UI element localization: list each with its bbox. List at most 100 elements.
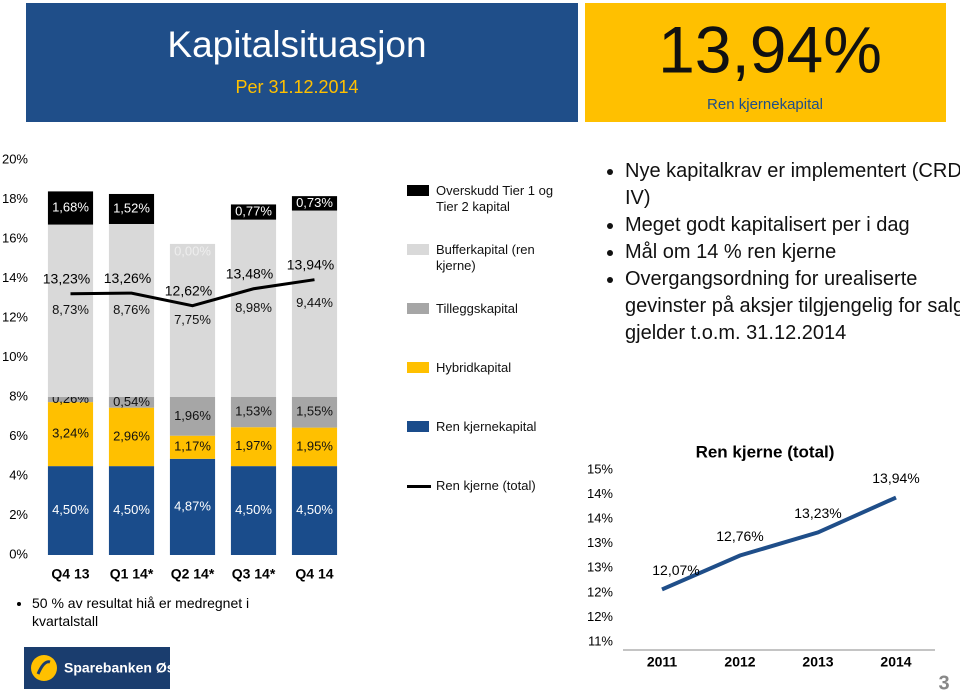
segment-label: 1,95% bbox=[296, 438, 333, 453]
highlight-label: Ren kjernekapital bbox=[707, 96, 823, 113]
bullet: Meget godt kapitalisert per i dag bbox=[625, 212, 960, 239]
y-tick-label: 13% bbox=[587, 560, 613, 575]
legend-swatch bbox=[407, 185, 429, 196]
legend-label: Overskudd Tier 1 og Tier 2 kapital bbox=[436, 183, 554, 214]
x-tick-label: 2012 bbox=[724, 654, 755, 670]
x-tick-label: Q2 14* bbox=[171, 566, 215, 582]
bar-segment bbox=[47, 402, 94, 467]
legend-label: Ren kjernekapital bbox=[436, 419, 537, 434]
segment-label: 0,73% bbox=[296, 195, 333, 210]
legend-item: Overskudd Tier 1 og Tier 2 kapital bbox=[407, 183, 557, 215]
line-label: 13,94% bbox=[287, 256, 334, 272]
bar-segment bbox=[47, 224, 94, 397]
legend-item: Ren kjernekapital bbox=[407, 419, 557, 435]
title: Kapitalsituasjon bbox=[167, 24, 426, 65]
bar-segment bbox=[108, 397, 155, 408]
x-tick-label: Q3 14* bbox=[232, 566, 276, 582]
y-tick-label: 0% bbox=[9, 546, 28, 561]
y-tick-label: 14% bbox=[587, 511, 613, 526]
bar-segment bbox=[230, 219, 277, 397]
x-tick-label: 2014 bbox=[880, 654, 911, 670]
bar-segment bbox=[291, 466, 338, 555]
y-tick-label: 16% bbox=[2, 230, 28, 245]
legend-label: Tilleggskapital bbox=[436, 301, 518, 316]
bar-segment bbox=[169, 458, 216, 555]
logo-swoosh bbox=[36, 660, 51, 675]
segment-label: 4,87% bbox=[174, 498, 211, 513]
point-label: 12,07% bbox=[652, 562, 699, 578]
legend-swatch bbox=[407, 362, 429, 373]
legend-item: Tilleggskapital bbox=[407, 301, 557, 317]
bar-segment bbox=[230, 427, 277, 467]
segment-label: 8,73% bbox=[52, 302, 89, 317]
bar-segment bbox=[169, 397, 216, 436]
x-tick-label: 2013 bbox=[802, 654, 833, 670]
y-tick-label: 10% bbox=[2, 349, 28, 364]
segment-label: 1,96% bbox=[174, 408, 211, 423]
bar-segment bbox=[108, 193, 155, 224]
point-label: 12,76% bbox=[716, 528, 763, 544]
bar-segment bbox=[230, 466, 277, 555]
header-box bbox=[26, 3, 578, 122]
highlight-value: 13,94% bbox=[658, 12, 882, 86]
x-tick-label: Q4 14 bbox=[295, 566, 333, 582]
page-number: 3 bbox=[938, 672, 949, 694]
bullet: Mål om 14 % ren kjerne bbox=[625, 239, 960, 266]
segment-label: 4,50% bbox=[235, 502, 272, 517]
bar-segment bbox=[230, 204, 277, 220]
bar-segment bbox=[47, 466, 94, 555]
line-label: 12,62% bbox=[165, 282, 212, 298]
bullet-list: Nye kapitalkrav er implementert (CRD IV)… bbox=[603, 158, 960, 347]
x-tick-label: Q1 14* bbox=[110, 566, 154, 582]
segment-label: 4,50% bbox=[113, 502, 150, 517]
y-tick-label: 2% bbox=[9, 507, 28, 522]
highlight-box bbox=[585, 3, 946, 122]
legend-item: Bufferkapital (ren kjerne) bbox=[407, 242, 557, 274]
bullet: Nye kapitalkrav er implementert (CRD IV) bbox=[625, 158, 960, 212]
segment-label: 0,54% bbox=[113, 394, 150, 409]
legend-item: Hybridkapital bbox=[407, 360, 557, 376]
segment-label: 4,50% bbox=[52, 502, 89, 517]
segment-label: 1,52% bbox=[113, 200, 150, 215]
bullet: Overgangsordning for urealiserte gevinst… bbox=[625, 266, 960, 347]
x-tick-label: Q4 13 bbox=[51, 566, 89, 582]
segment-label: 1,17% bbox=[174, 439, 211, 454]
bar-segment bbox=[291, 210, 338, 397]
legend-label: Bufferkapital (ren kjerne) bbox=[436, 242, 535, 273]
segment-label: 3,24% bbox=[52, 426, 89, 441]
segment-label: 0,00% bbox=[174, 243, 211, 258]
line-label: 13,23% bbox=[43, 270, 90, 286]
segment-label: 8,98% bbox=[235, 300, 272, 315]
legend-label: Ren kjerne (total) bbox=[436, 478, 536, 493]
y-tick-label: 11% bbox=[588, 633, 613, 648]
y-tick-label: 12% bbox=[2, 309, 28, 324]
legend-swatch bbox=[407, 421, 429, 432]
bar-segment bbox=[47, 397, 94, 403]
segment-label: 2,96% bbox=[113, 428, 150, 443]
legend-swatch bbox=[407, 244, 429, 255]
bar-segment bbox=[108, 223, 155, 397]
segment-label: 7,75% bbox=[174, 312, 211, 327]
y-tick-label: 12% bbox=[587, 609, 613, 624]
y-tick-label: 15% bbox=[587, 461, 613, 476]
segment-label: 1,55% bbox=[296, 404, 333, 419]
y-tick-label: 12% bbox=[587, 584, 613, 599]
x-tick-label: 2011 bbox=[647, 654, 678, 670]
total-line bbox=[70, 278, 315, 308]
segment-label: 1,53% bbox=[235, 404, 272, 419]
legend-label: Hybridkapital bbox=[436, 360, 512, 375]
y-tick-label: 13% bbox=[587, 535, 613, 550]
bar-segment bbox=[47, 191, 94, 225]
y-tick-label: 6% bbox=[9, 428, 28, 443]
bar-segment bbox=[291, 196, 338, 211]
trend-line bbox=[661, 495, 897, 592]
y-tick-label: 18% bbox=[2, 191, 28, 206]
bar-segment bbox=[108, 466, 155, 555]
footnote: 50 % av resultat hiå er medregnet i kvar… bbox=[32, 594, 282, 630]
segment-label: 9,44% bbox=[296, 295, 333, 310]
segment-label: 1,97% bbox=[235, 438, 272, 453]
segment-label: 4,50% bbox=[296, 502, 333, 517]
bar-segment bbox=[169, 243, 216, 397]
